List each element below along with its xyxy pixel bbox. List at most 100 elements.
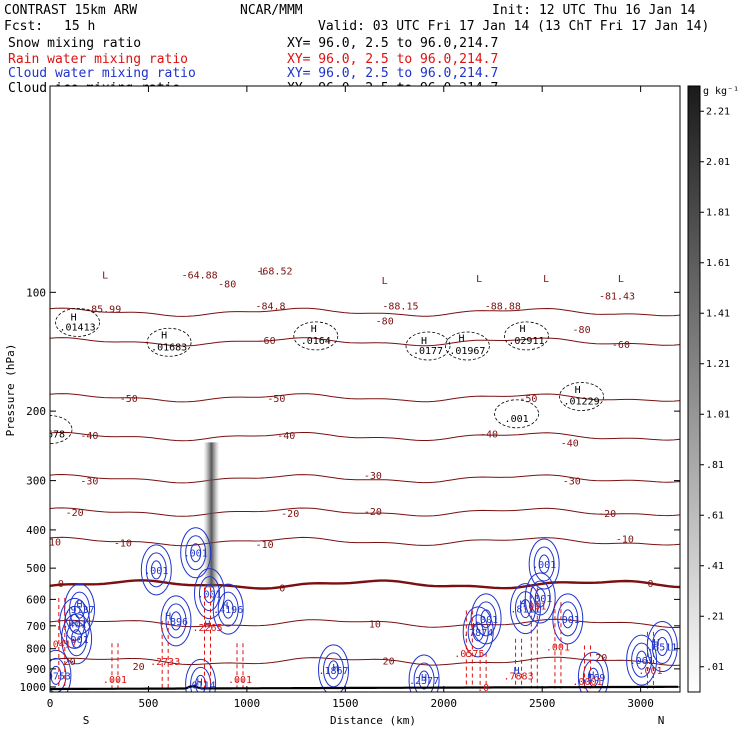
cloud-contour: [190, 666, 212, 692]
isotherm-label: 20: [595, 653, 607, 664]
extremum-marker: H: [519, 324, 525, 335]
legend-cloud-name: Cloud water mixing ratio: [8, 66, 196, 81]
extremum-marker: H: [332, 663, 338, 674]
colorbar-tick-label: 1.81: [706, 207, 730, 218]
extremum-marker: H: [519, 600, 525, 611]
extreme-value-label: -64.88: [182, 270, 218, 281]
y-tick-label: 900: [26, 663, 46, 676]
cloud-contour: [626, 634, 658, 686]
rain-label: .7883: [504, 671, 534, 682]
cloud-label: .001: [197, 590, 221, 601]
rain-label: .001: [522, 602, 546, 613]
cloud-contour: [631, 642, 653, 678]
cloud-contour: [328, 660, 339, 680]
cloud-contour: [533, 546, 555, 582]
cloud-contour: [217, 591, 239, 627]
ice-contour: [504, 321, 549, 351]
extremum-marker: H: [421, 673, 427, 684]
isotherm-label: -10: [616, 534, 634, 545]
rain-label: .2265: [192, 623, 222, 634]
snow-shading: [203, 442, 220, 588]
cloud-label: .001: [474, 615, 498, 626]
valid-time: Valid: 03 UTC Fri 17 Jan 14 (13 ChT Fri …: [318, 19, 709, 34]
cloud-contour: [408, 654, 440, 692]
colorbar: g kg⁻¹ .01 .21 .41 .61 .81 1.01 1.21 1.41 1.61 1.…: [687, 85, 739, 693]
cloud-contour: [524, 572, 556, 624]
cloud-contour: [552, 593, 584, 645]
colorbar-tick-label: 1.41: [706, 308, 730, 319]
extreme-value-label: -81.43: [599, 292, 635, 303]
cloud-contour: [538, 554, 550, 574]
colorbar-tick-label: .41: [706, 561, 724, 572]
isotherm-line: [50, 393, 680, 403]
cloud-contour: [222, 599, 234, 619]
y-tick-label: 800: [26, 643, 46, 656]
cloud-contour: [528, 538, 560, 590]
y-tick-label: 400: [26, 524, 46, 537]
cloud-label: .7874: [463, 628, 493, 639]
cloud-label: .401: [63, 619, 87, 630]
cloud-contour: [59, 597, 91, 649]
isotherm-label: -50: [519, 394, 537, 405]
cloud-contour: [519, 599, 531, 619]
y-tick-label: 100: [26, 286, 46, 299]
cloud-label: .9137: [64, 605, 94, 616]
x-tick-label: 1000: [234, 697, 261, 710]
ice-label: .02911: [508, 336, 544, 347]
isotherm-line: [50, 579, 680, 590]
init-time: Init: 12 UTC Thu 16 Jan 14: [492, 3, 696, 18]
isotherm-line: [50, 618, 680, 629]
colorbar-tick-label: 2.01: [706, 157, 730, 168]
ice-label: .0678: [35, 430, 65, 441]
cloud-label: .001: [184, 549, 208, 560]
ice-contour: [146, 327, 192, 357]
colorbar-tick-label: 2.21: [706, 106, 730, 117]
rain-label: .001: [638, 666, 662, 677]
y-tick-label: 1000: [20, 681, 47, 694]
extremum-marker: H: [197, 678, 203, 689]
cloud-label: .1867: [318, 666, 348, 677]
colorbar-tick-label: 1.21: [706, 359, 730, 370]
terrain-line: [50, 685, 678, 691]
ice-contour: [559, 382, 604, 411]
cloud-contour: [50, 665, 62, 685]
isotherm-label: -20: [66, 508, 84, 519]
model-title: CONTRAST 15km ARW: [4, 3, 137, 18]
ice-label: .0177: [413, 346, 443, 357]
cloud-contour: [50, 649, 72, 692]
isotherm-label: -20: [281, 509, 299, 520]
extremum-marker: H: [514, 666, 520, 677]
isotherm-label: -40: [480, 430, 498, 441]
cloud-contour: [61, 613, 93, 665]
y-tick-label: 200: [26, 405, 46, 418]
cloud-contour: [318, 644, 349, 692]
contour-labels: -80 -80 -80 -60 -60 -50 -50 -50 -40 -40 -40 -40 -30 -…: [35, 266, 677, 692]
cloud-label: .169: [581, 673, 605, 684]
extremum-marker: H: [575, 385, 581, 396]
cloud-contour: [467, 614, 489, 650]
ice-contour: [293, 321, 339, 351]
endpoint-right: N: [658, 714, 665, 727]
colorbar-tick-label: .81: [706, 460, 724, 471]
x-axis-label: Distance (km): [330, 714, 416, 727]
isotherm-label: -40: [80, 431, 98, 442]
x-tick-label: 3000: [627, 697, 654, 710]
extremum-marker: H: [71, 312, 77, 323]
cloud-contour: [472, 622, 484, 642]
extremum-marker: H: [472, 622, 478, 633]
extremum-marker: H: [161, 331, 167, 342]
isotherm-label: -30: [80, 477, 98, 488]
extremum-marker: H: [458, 333, 464, 344]
forecast-label: Fcst:: [4, 19, 43, 34]
cloud-contour: [50, 657, 67, 692]
cloud-contour: [418, 670, 430, 690]
isotherm-label: 20: [383, 657, 395, 668]
legend-snow-name: Snow mixing ratio: [8, 36, 141, 51]
extremum-marker: H: [165, 612, 171, 623]
isotherm-line: [50, 536, 680, 547]
cloud-label: .061: [630, 656, 654, 667]
extreme-value-label: -88.88: [485, 302, 521, 313]
cloud-contour: [165, 603, 187, 639]
cloud-contour: [160, 595, 192, 647]
